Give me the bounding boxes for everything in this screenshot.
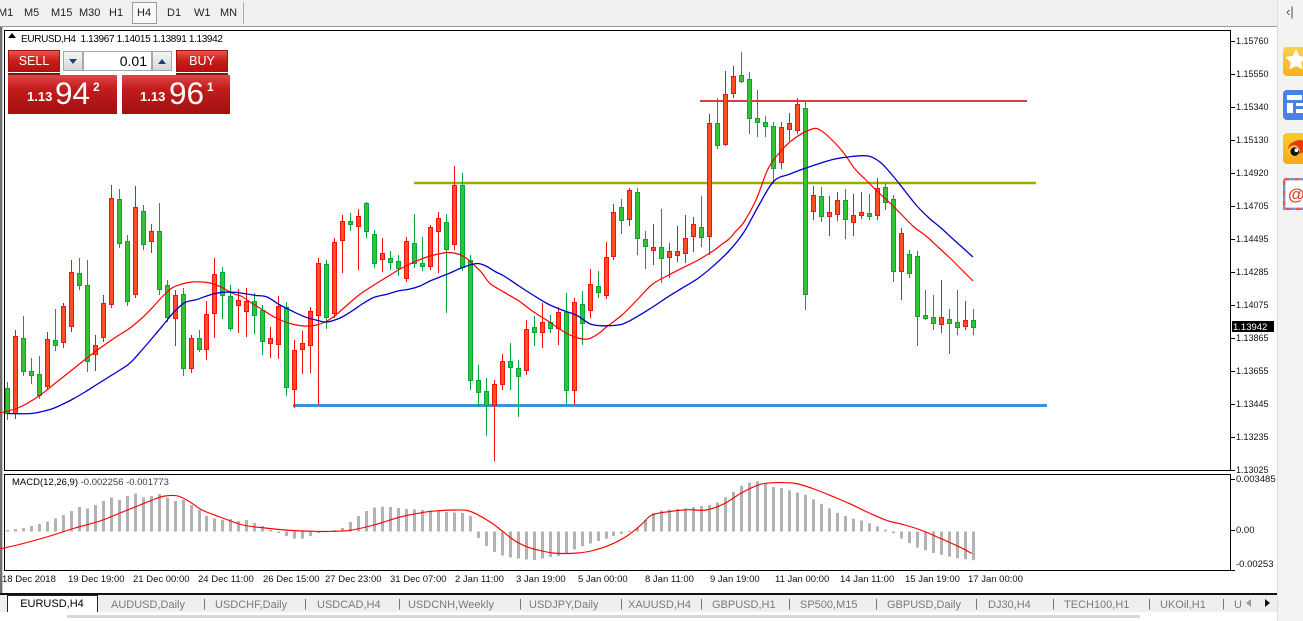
svg-text:@: @ [1288, 185, 1303, 204]
